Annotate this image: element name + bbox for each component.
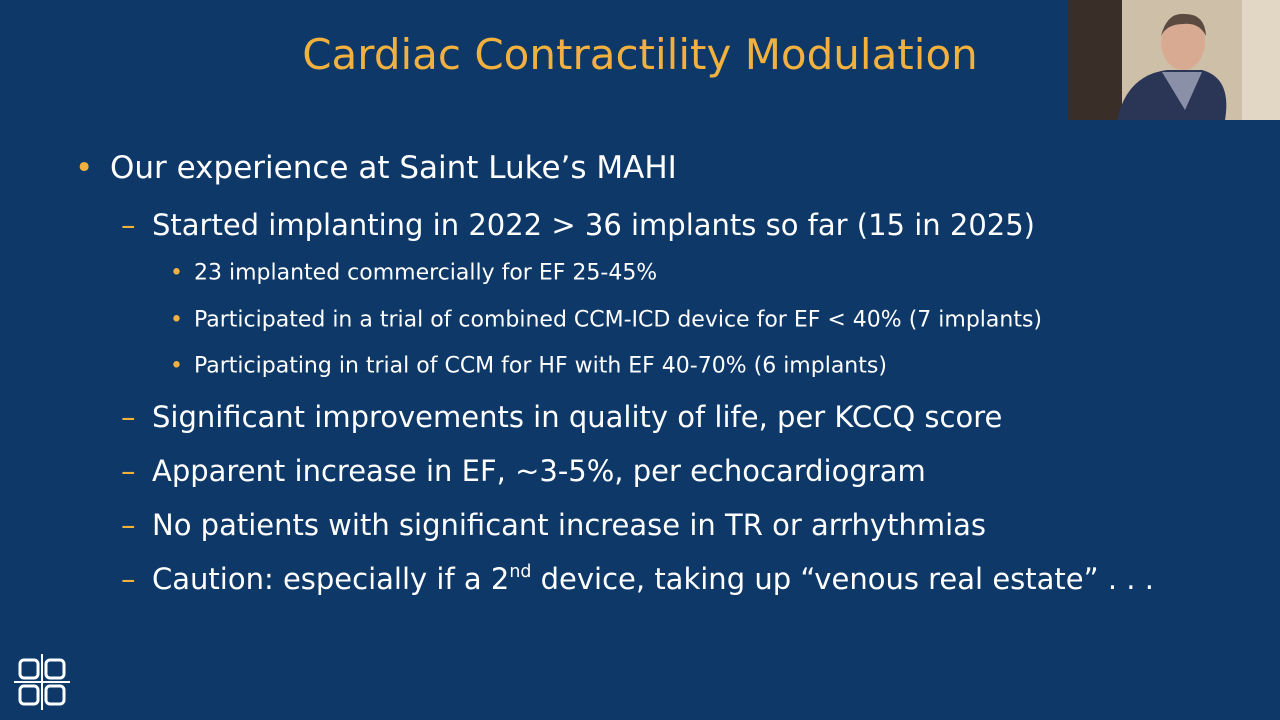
bullet-text: 23 implanted commercially for EF 25-45% — [194, 260, 658, 286]
bullet-text: Significant improvements in quality of l… — [152, 400, 1003, 434]
bullet-marker: • — [170, 307, 183, 333]
text-run: device, taking up “venous real estate” .… — [531, 562, 1154, 596]
bullet-marker: • — [170, 353, 183, 379]
bullet-text: Caution: especially if a 2nd device, tak… — [152, 562, 1154, 596]
bullet-marker: – — [121, 400, 136, 434]
bullet-marker: – — [121, 454, 136, 488]
bullet-marker: – — [121, 562, 136, 596]
bullet-marker: • — [170, 260, 183, 286]
bullet-text: Our experience at Saint Luke’s MAHI — [110, 150, 677, 186]
webcam — [1067, 0, 1280, 120]
bullet-text: Started implanting in 2022 > 36 implants… — [152, 208, 1035, 242]
text-run: Caution: especially if a 2 — [152, 562, 510, 596]
bullet-text: Participating in trial of CCM for HF wit… — [194, 353, 887, 379]
bullet-marker: • — [75, 150, 94, 186]
bullet-text: Participated in a trial of combined CCM-… — [194, 307, 1042, 333]
logo — [14, 654, 70, 710]
slide-title: Cardiac Contractility Modulation — [302, 30, 978, 79]
bullet-marker: – — [121, 208, 136, 242]
superscript: nd — [509, 561, 532, 582]
bullet-marker: – — [121, 508, 136, 542]
bullet-text: Apparent increase in EF, ~3-5%, per echo… — [152, 454, 926, 488]
bullet-text: No patients with significant increase in… — [152, 508, 987, 542]
